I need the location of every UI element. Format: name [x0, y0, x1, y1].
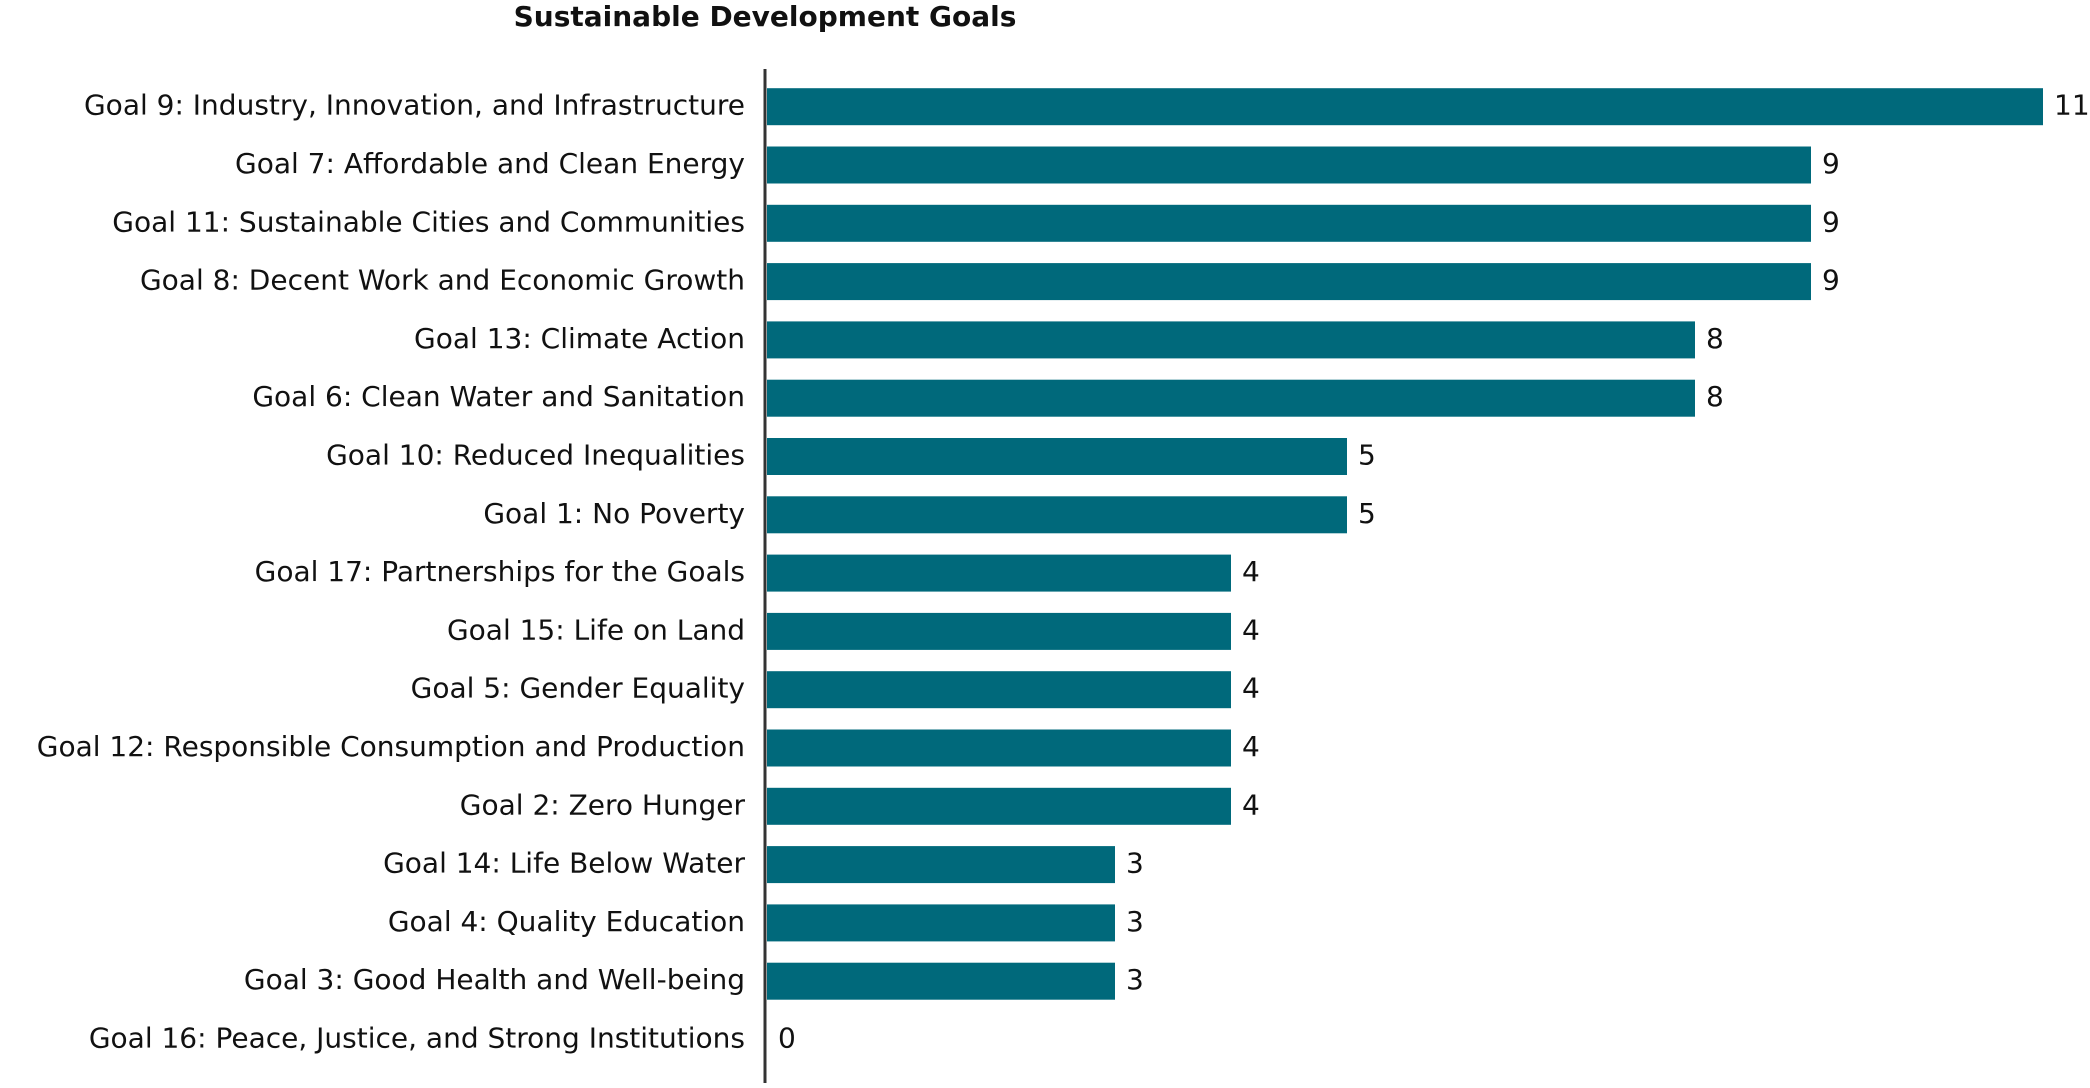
- bar: [767, 88, 2043, 126]
- category-label: Goal 2: Zero Hunger: [460, 788, 746, 821]
- value-label: 4: [1242, 613, 1260, 646]
- chart-title: Sustainable Development Goals: [514, 0, 1017, 33]
- bar: [767, 962, 1115, 1000]
- bar: [767, 204, 1811, 242]
- value-label: 8: [1706, 380, 1724, 413]
- value-label: 3: [1126, 847, 1144, 880]
- value-label: 3: [1126, 905, 1144, 938]
- value-label: 9: [1822, 205, 1840, 238]
- value-label: 4: [1242, 730, 1260, 763]
- value-label: 5: [1358, 439, 1376, 472]
- bar: [767, 554, 1231, 592]
- bar: [767, 671, 1231, 709]
- bar: [767, 729, 1231, 767]
- bar: [767, 904, 1115, 942]
- bar: [767, 379, 1695, 417]
- category-label: Goal 1: No Poverty: [483, 497, 745, 530]
- value-label: 3: [1126, 963, 1144, 996]
- bar: [767, 612, 1231, 650]
- value-label: 4: [1242, 555, 1260, 588]
- bar: [767, 263, 1811, 301]
- value-label: 9: [1822, 147, 1840, 180]
- bar: [767, 496, 1347, 534]
- category-label: Goal 6: Clean Water and Sanitation: [252, 380, 745, 413]
- category-label: Goal 4: Quality Education: [388, 905, 745, 938]
- category-label: Goal 12: Responsible Consumption and Pro…: [37, 730, 745, 763]
- category-label: Goal 9: Industry, Innovation, and Infras…: [84, 89, 745, 122]
- bar: [767, 146, 1811, 184]
- category-label: Goal 14: Life Below Water: [383, 847, 745, 880]
- category-label: Goal 15: Life on Land: [447, 613, 745, 646]
- value-label: 0: [778, 1022, 796, 1055]
- value-label: 8: [1706, 322, 1724, 355]
- category-label: Goal 7: Affordable and Clean Energy: [235, 147, 745, 180]
- category-label: Goal 16: Peace, Justice, and Strong Inst…: [89, 1022, 745, 1055]
- value-label: 5: [1358, 497, 1376, 530]
- category-label: Goal 8: Decent Work and Economic Growth: [140, 264, 745, 297]
- bar: [767, 787, 1231, 825]
- value-label: 9: [1822, 264, 1840, 297]
- category-label: Goal 13: Climate Action: [414, 322, 745, 355]
- category-label: Goal 3: Good Health and Well-being: [244, 963, 745, 996]
- value-label: 4: [1242, 788, 1260, 821]
- bar: [767, 438, 1347, 475]
- category-label: Goal 10: Reduced Inequalities: [326, 439, 745, 472]
- value-label: 4: [1242, 672, 1260, 705]
- category-label: Goal 5: Gender Equality: [411, 672, 745, 705]
- value-label: 11: [2054, 89, 2090, 122]
- bar: [767, 846, 1115, 884]
- category-label: Goal 11: Sustainable Cities and Communit…: [112, 205, 745, 238]
- category-label: Goal 17: Partnerships for the Goals: [255, 555, 745, 588]
- bar: [767, 321, 1695, 359]
